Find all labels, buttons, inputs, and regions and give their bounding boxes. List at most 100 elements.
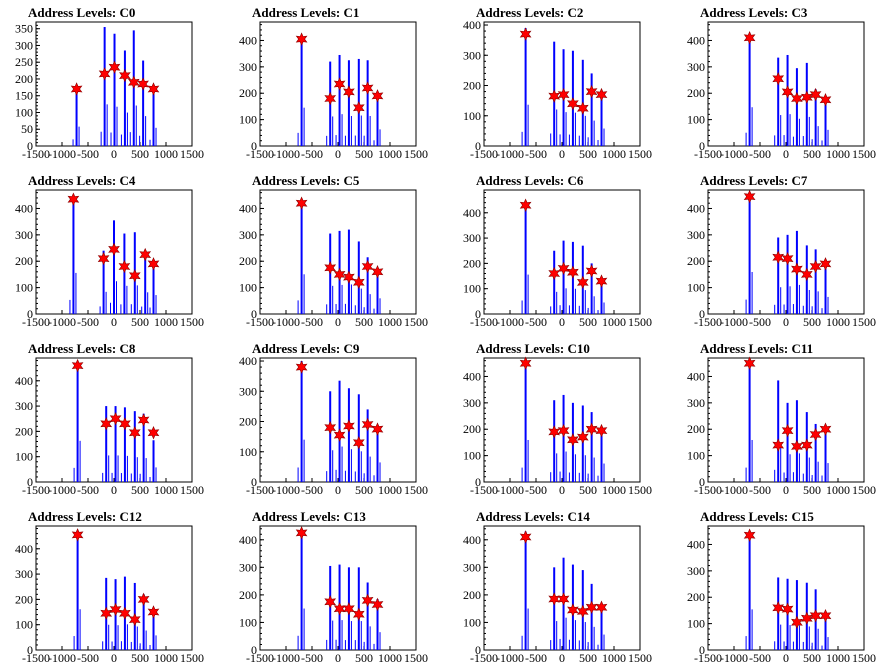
histogram-bar: [303, 107, 305, 146]
x-tick-label: 1000: [602, 147, 626, 161]
histogram-bar: [553, 567, 556, 650]
histogram-bar: [786, 54, 789, 146]
histogram-bar: [326, 304, 328, 314]
histogram-bar: [748, 35, 751, 146]
histogram-bar: [802, 473, 804, 482]
x-tick-label: 0: [335, 651, 341, 665]
histogram-bar: [521, 467, 523, 482]
histogram-bar: [559, 638, 561, 650]
x-tick-label: 1500: [852, 483, 876, 497]
peak-marker: [119, 606, 131, 621]
histogram-bar: [590, 263, 593, 314]
x-tick-label: 1500: [180, 651, 204, 665]
histogram-bar: [568, 134, 570, 146]
histogram-bar: [786, 234, 789, 314]
histogram-bar: [597, 310, 599, 314]
y-tick-label: 200: [239, 588, 257, 602]
x-tick-label: 1000: [378, 483, 402, 497]
panel-title: Address Levels: C10: [476, 341, 590, 356]
peak-marker: [137, 592, 150, 607]
histogram-bar: [565, 112, 567, 146]
peak-marker: [333, 267, 346, 282]
histogram-bar: [824, 427, 827, 482]
histogram-bar: [574, 620, 576, 650]
y-tick-label: 200: [687, 86, 705, 100]
histogram-bar: [562, 240, 565, 314]
peak-marker: [109, 411, 122, 426]
histogram-bar: [798, 625, 800, 650]
x-tick-label: -1000: [720, 147, 748, 161]
peak-marker: [557, 423, 570, 438]
histogram-bar: [120, 473, 122, 482]
peak-marker: [295, 196, 308, 210]
histogram-bar: [354, 305, 356, 314]
histogram-bar: [142, 60, 145, 146]
y-tick-label: 0: [699, 139, 705, 153]
histogram-bar: [139, 135, 141, 146]
histogram-bar: [369, 115, 371, 146]
histogram-bar: [373, 140, 375, 146]
peak-marker: [519, 530, 532, 544]
panel-title: Address Levels: C4: [28, 173, 136, 188]
peak-marker: [791, 439, 803, 454]
histogram-bar: [597, 140, 599, 146]
x-tick-label: 500: [131, 315, 149, 329]
histogram-bar: [603, 302, 605, 314]
histogram-bar: [344, 640, 346, 650]
histogram-bar: [556, 109, 558, 146]
x-tick-label: -500: [301, 315, 323, 329]
histogram-bar: [524, 361, 527, 482]
histogram-bar: [350, 115, 352, 146]
histogram-plot: 0 100 200 300 400 -1500-1000 -500 0 500 1000 1500: [463, 356, 652, 497]
panel-c3: Address Levels: C3 0 100 200 300 400 -1500 -100…: [672, 0, 896, 168]
y-tick-label: 200: [463, 588, 481, 602]
histogram-bar: [524, 201, 527, 314]
histogram-bar: [780, 446, 782, 482]
histogram-bar: [354, 640, 356, 650]
peak-marker: [576, 275, 589, 290]
histogram-bar: [341, 114, 343, 146]
x-tick-label: 0: [111, 651, 117, 665]
histogram-bar: [565, 451, 567, 482]
y-tick-label: 300: [687, 60, 705, 74]
histogram-bar: [379, 632, 381, 650]
histogram-bar: [130, 473, 132, 482]
histogram-bar: [366, 60, 369, 146]
y-tick-label: 100: [239, 281, 257, 295]
peak-marker: [519, 198, 532, 212]
y-tick-label: 50: [21, 122, 33, 136]
histogram-bar: [335, 639, 337, 650]
histogram-bar: [597, 475, 599, 482]
peak-marker: [557, 261, 570, 276]
histogram-bar: [817, 291, 819, 314]
plot-frame: [259, 525, 417, 651]
histogram-bar: [590, 583, 593, 650]
histogram-bar: [332, 450, 334, 482]
x-tick-label: -1000: [48, 651, 76, 665]
x-tick-label: 0: [559, 147, 565, 161]
plot-frame: [35, 525, 193, 651]
histogram-bar: [369, 626, 371, 650]
histogram-bar: [110, 302, 111, 314]
y-tick-label: 150: [15, 89, 33, 103]
histogram-bar: [811, 139, 813, 146]
histogram-bar: [578, 305, 580, 314]
peak-marker: [343, 419, 355, 433]
histogram-bar: [102, 250, 105, 314]
histogram-bar: [802, 305, 804, 314]
histogram-bar: [521, 300, 523, 314]
histogram-bar: [792, 136, 794, 146]
y-tick-label: 0: [699, 307, 705, 321]
peak-marker: [800, 438, 813, 452]
peak-marker: [98, 67, 111, 81]
peak-marker: [361, 81, 374, 95]
peak-marker: [371, 265, 384, 279]
histogram-bar: [774, 469, 776, 482]
histogram-bar: [568, 472, 570, 482]
y-tick-label: 400: [15, 201, 33, 215]
histogram-bar: [111, 641, 113, 650]
histogram-bar: [149, 307, 151, 314]
peak-marker: [343, 270, 355, 284]
histogram-bar: [354, 135, 356, 146]
x-tick-label: -1500: [22, 315, 50, 329]
